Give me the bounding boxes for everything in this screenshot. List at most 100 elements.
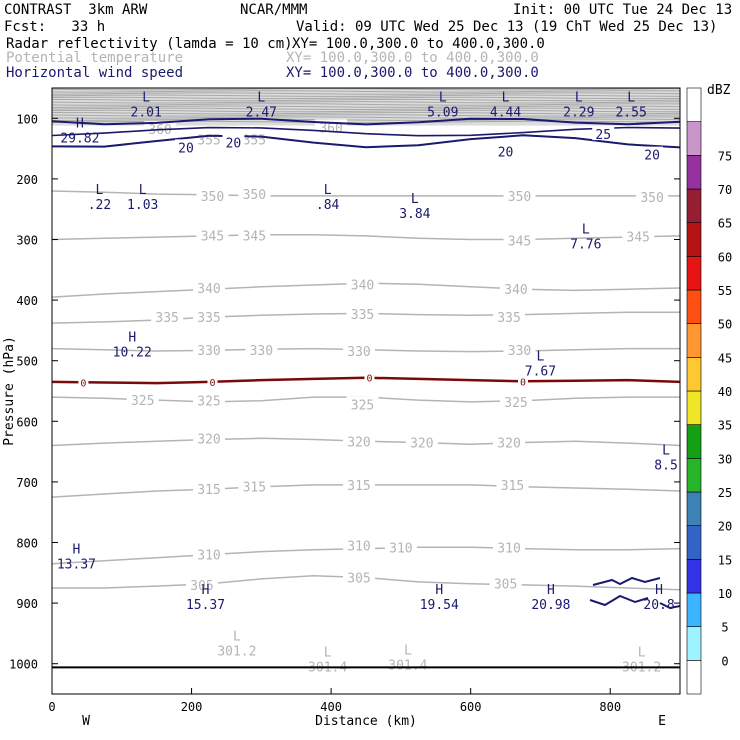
y-tick-label: 500: [16, 355, 38, 369]
colorbar-label: 35: [718, 419, 732, 433]
theta-label-335: 335: [197, 311, 220, 326]
wind-contour-20: [51, 134, 681, 149]
theta-label-305: 305: [347, 572, 370, 587]
theta-label-bg: [384, 539, 417, 554]
theta-label-bg: [193, 392, 225, 407]
theta-label-315: 315: [501, 479, 524, 494]
theta-label-320: 320: [497, 437, 520, 452]
wind-extremum-value: 20.8: [643, 598, 674, 613]
theta-label-330: 330: [508, 344, 531, 359]
theta-label-bg: [196, 187, 229, 202]
theta-label-bg: [193, 341, 225, 356]
valid-time: Valid: 09 UTC Wed 25 Dec 13 (19 ChT Wed …: [296, 19, 718, 35]
upper-theta-line: [51, 103, 681, 106]
theta-label-bg: [144, 121, 177, 136]
upper-theta-line: [51, 87, 681, 91]
colorbar-label: 70: [718, 183, 732, 197]
wind-extremum-value: 3.84: [399, 207, 430, 222]
upper-theta-line: [51, 111, 681, 115]
colorbar-swatch: [686, 155, 702, 190]
colorbar-label: 75: [718, 149, 732, 163]
freezing-label-bg: [518, 375, 528, 387]
theta-label-bg: [238, 186, 271, 201]
wind-extremum-type: L: [257, 90, 265, 105]
y-tick-label: 1000: [9, 658, 38, 672]
theta-label-bg: [343, 433, 376, 448]
freezing-label: 0: [80, 378, 86, 389]
wind-extremum-value: 2.55: [615, 105, 646, 120]
wind-extremum-type: L: [96, 183, 104, 198]
y-tick-label: 300: [16, 234, 38, 248]
y-tick-label: 100: [16, 112, 38, 126]
theta-label-310: 310: [197, 549, 220, 564]
upper-theta-line: [51, 107, 681, 111]
colorbar-swatch: [686, 525, 702, 560]
y-axis-label: Pressure (hPa): [2, 336, 17, 446]
wind-contour-low-b: [589, 594, 649, 607]
freezing-label: 0: [209, 378, 215, 389]
colorbar-label: 50: [718, 318, 732, 332]
theta-label-310: 310: [389, 541, 412, 556]
wind-extremum-type: H: [128, 330, 136, 345]
theta-label-bg: [193, 279, 225, 294]
theta-label-bg: [343, 569, 376, 584]
wind-extremum-value: .84: [316, 198, 340, 213]
theta-extremum-type: L: [638, 645, 646, 660]
theta-label-320: 320: [197, 432, 220, 447]
wind-extremum-type: L: [411, 192, 419, 207]
wind-extremum-type: L: [139, 183, 147, 198]
freezing-label: 0: [366, 374, 372, 385]
wind-contours: 20 20 20 20 25: [51, 117, 681, 610]
upper-theta-line: [51, 105, 681, 108]
upper-theta-line: [51, 118, 681, 122]
colorbar-label: 60: [718, 250, 732, 264]
colorbar-swatch: [686, 491, 702, 526]
freezing-level: 0 0 0 0: [51, 371, 681, 389]
freezing-label-bg: [364, 371, 375, 383]
wind-label-20: 20: [644, 149, 660, 164]
wind-extremum-type: H: [73, 542, 81, 557]
theta-label-bg: [193, 309, 225, 324]
theta-label-bg: [151, 309, 184, 324]
freezing-label: 0: [520, 377, 526, 388]
colorbar-swatch: [686, 323, 702, 358]
theta-label-335: 335: [351, 308, 374, 323]
y-tick-label: 900: [16, 597, 38, 611]
theta-label-335: 335: [497, 311, 520, 326]
colorbar-label: 45: [718, 351, 732, 365]
wind-label-25: 25: [595, 128, 611, 143]
wind-contour-20b: [51, 126, 681, 137]
plot-frame: [51, 87, 681, 695]
wind-extremum-type: H: [435, 583, 443, 598]
upper-theta-line: [51, 98, 681, 102]
theta-label-bg: [193, 546, 225, 561]
upper-theta-line: [51, 109, 680, 113]
colorbar-label: 10: [718, 587, 732, 601]
theta-label-bg: [346, 306, 379, 321]
colorbar-label: 0: [721, 654, 728, 668]
theta-label-bg: [493, 309, 526, 324]
colorbar-swatch: [686, 559, 702, 594]
theta-label-bg: [489, 575, 522, 590]
colorbar: 0 5 10 15 20 25 30 35 40 45 50 55 60 65 70 75: [686, 87, 732, 695]
wind-extremum-type: L: [537, 350, 545, 365]
plot-area: [52, 88, 680, 694]
colorbar-swatch: [686, 121, 702, 156]
theta-label-305: 305: [190, 579, 213, 594]
freezing-label-bg: [78, 376, 89, 388]
wind-extremum-value: 2.47: [246, 105, 277, 120]
wind-extremum-type: L: [324, 183, 332, 198]
theta-label-350: 350: [640, 191, 663, 206]
theta-label-bg: [193, 481, 225, 496]
theta-label-bg: [238, 478, 271, 493]
wind-label-bg: [174, 139, 197, 154]
colorbar-label: 40: [718, 385, 732, 399]
theta-label-315: 315: [243, 481, 266, 496]
colorbar-swatch: [686, 424, 702, 459]
extrema-labels: L2.01L2.47L5.09L4.44L2.29L2.55H29.82L.22…: [57, 90, 678, 675]
wind-extremum-value: 19.54: [420, 598, 459, 613]
colorbar-label: 65: [718, 217, 732, 231]
y-tick-label: 400: [16, 294, 38, 308]
x-tick-label: 800: [599, 700, 621, 714]
